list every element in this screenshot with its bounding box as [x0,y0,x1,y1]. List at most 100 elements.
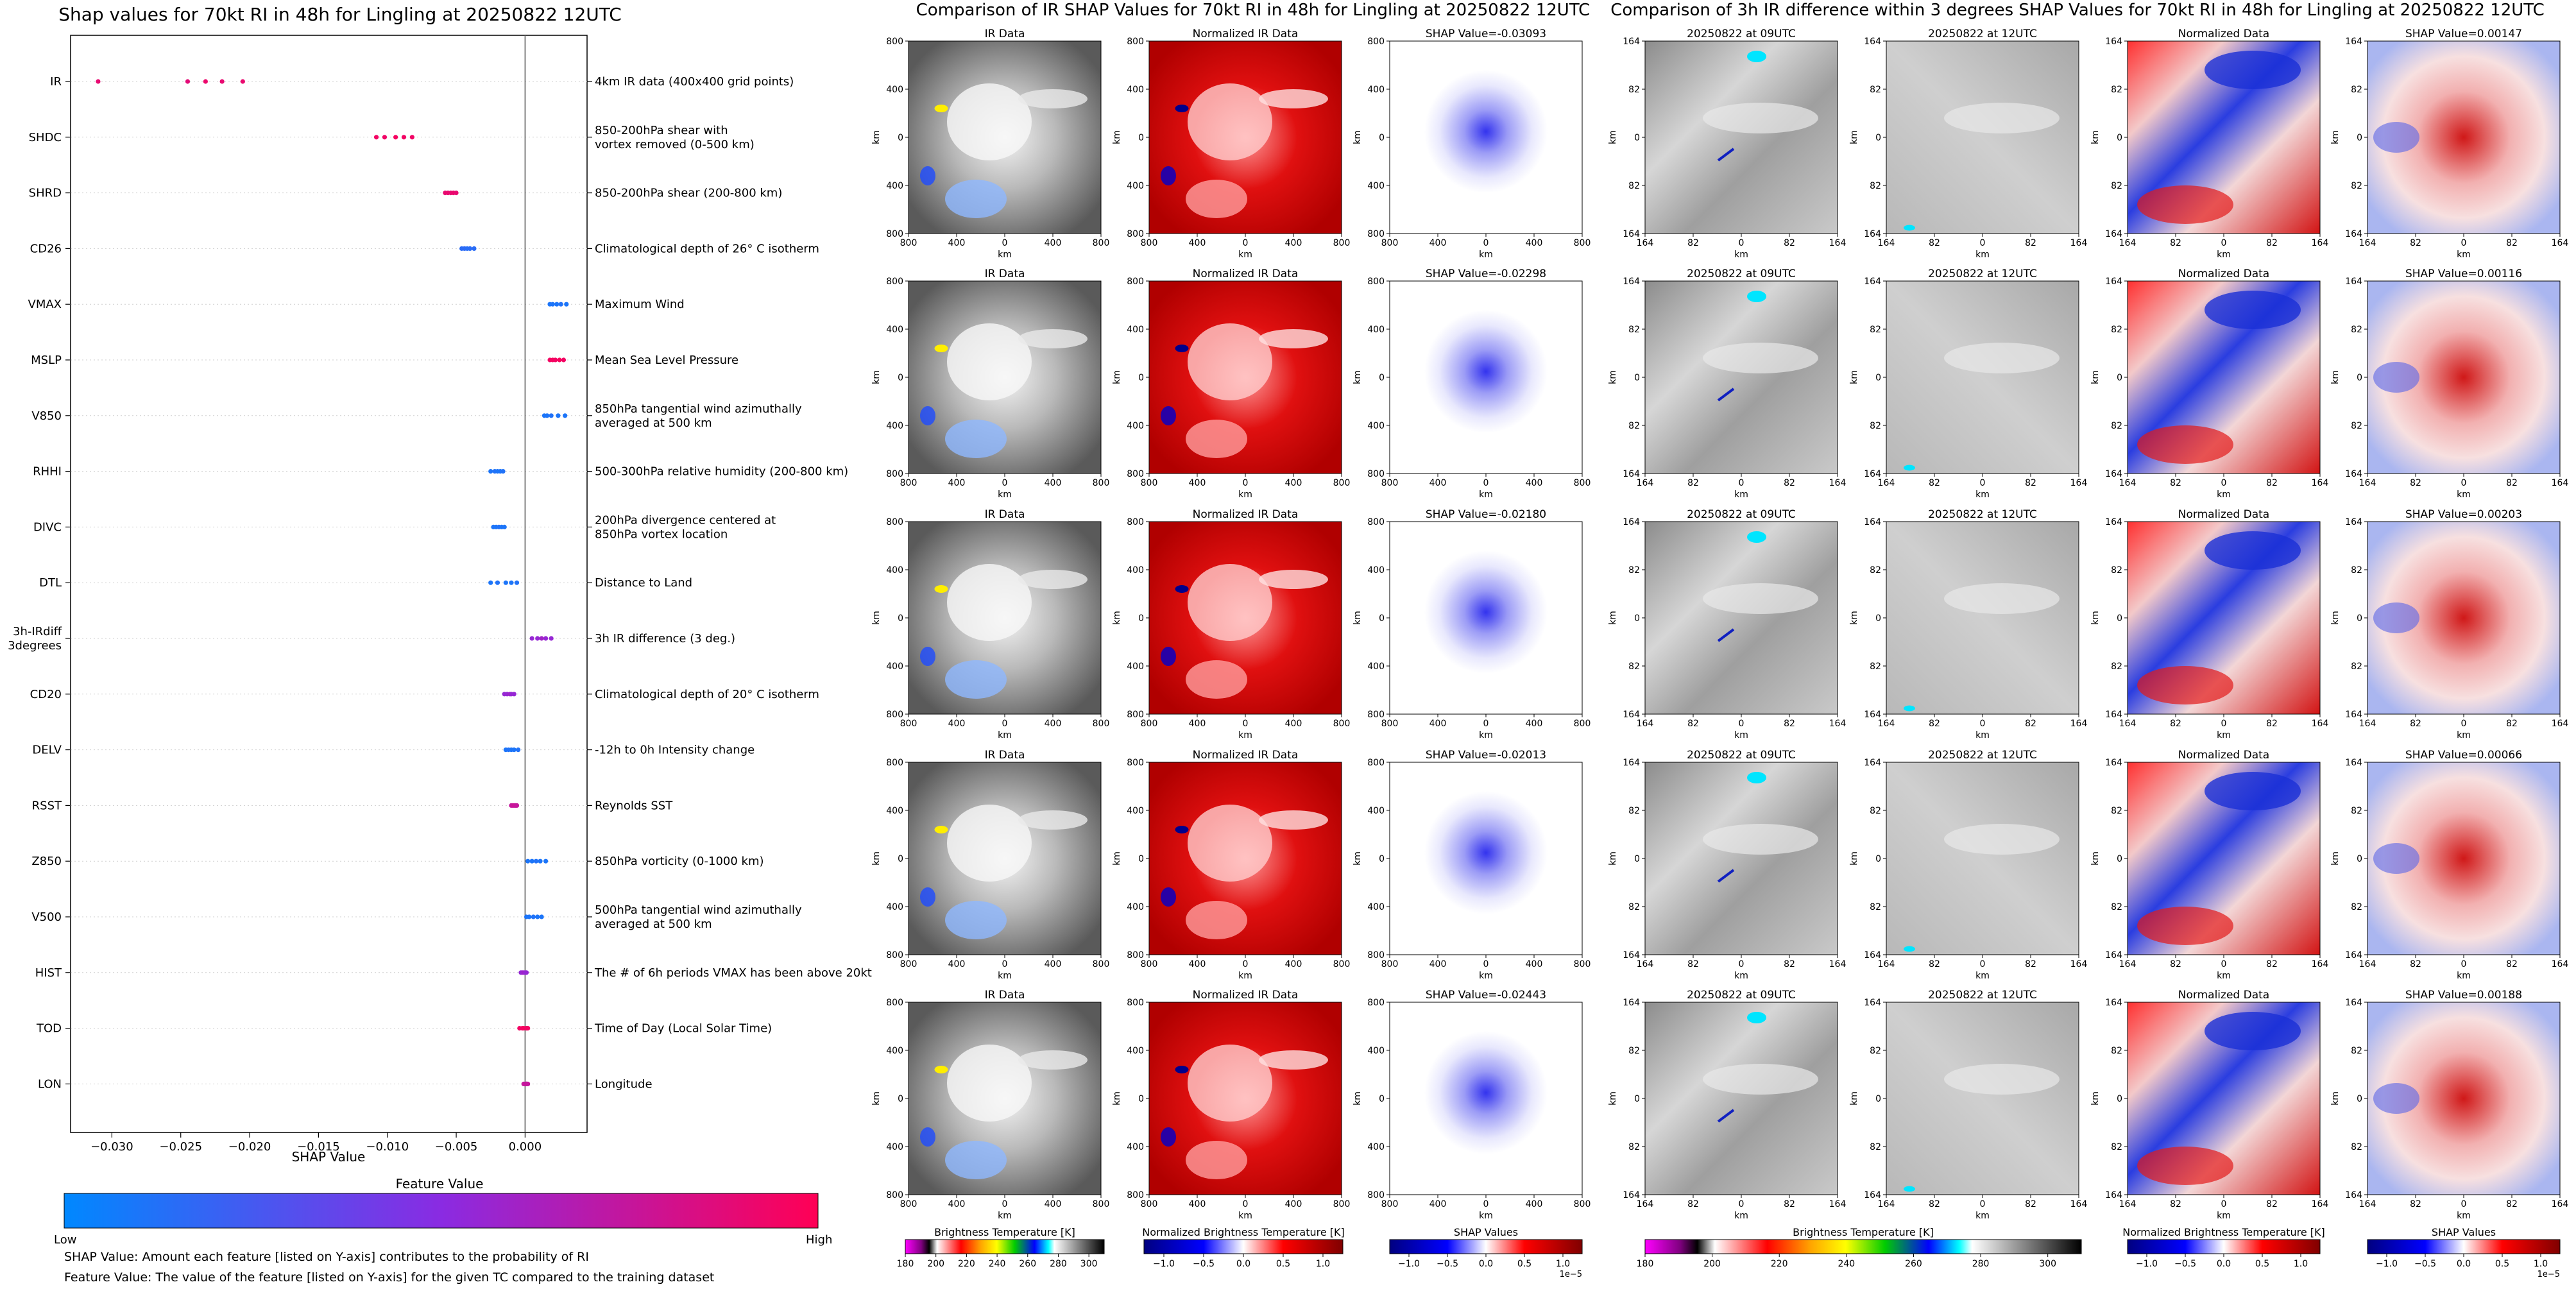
x-tick-label: 164 [2312,959,2329,969]
x-tick-label: 0 [1980,238,1986,248]
storm-cloud-core [947,564,1032,641]
x-tick-label: 164 [2119,238,2137,248]
x-tick-label: 800 [1093,719,1110,729]
y-tick-label: 82 [1628,85,1640,95]
y-tick-label: 164 [1623,517,1640,527]
y-tick-label: 0 [898,613,903,624]
y-tick-label: 400 [1367,1046,1385,1056]
panel-title: SHAP Value=0.00188 [2405,989,2522,1002]
y-tick-label: 164 [1864,1190,1881,1200]
y-axis-label: km [1352,1091,1363,1105]
y-tick-label: 164 [1864,277,1881,287]
y-tick-label: 800 [1367,37,1385,47]
y-axis-label: km [1352,611,1363,625]
feature-description-label: 200hPa divergence centered at [595,513,776,527]
feature-description-label: Distance to Land [595,576,692,590]
y-tick-label: 164 [2105,710,2122,720]
x-tick-label: 800 [900,238,917,248]
panel-title: Normalized Data [2178,28,2269,40]
x-tick-label: 164 [2552,238,2569,248]
x-tick-label: 164 [1878,1199,1895,1209]
panel-title: 20250822 at 09UTC [1687,268,1796,280]
ir-difference-image [1645,762,1838,955]
positive-anomaly [2137,1147,2233,1185]
x-tick-label: 800 [1574,478,1591,488]
x-tick-label: 400 [948,238,966,248]
cloud-streak [1944,343,2060,373]
negative-anomaly [2205,1012,2301,1050]
panel-title: 20250822 at 12UTC [1928,508,2037,521]
y-axis-label: km [1849,1091,1859,1105]
shap-point [502,524,507,530]
y-tick-label: 400 [1367,325,1385,335]
y-tick-label: 800 [1367,710,1385,720]
negative-anomaly [2205,51,2301,89]
y-tick-label: 800 [1127,469,1144,479]
y-axis-label: km [1849,611,1859,625]
y-tick-label: 0 [898,133,903,143]
colorbar-label: Brightness Temperature [K] [934,1226,1075,1238]
y-tick-label: 82 [2111,1142,2122,1152]
negative-attribution [2373,843,2419,874]
y-tick-label: 0 [1379,854,1385,864]
y-axis-label: km [1112,130,1122,144]
x-tick-label: 164 [1637,719,1654,729]
y-tick-label: 400 [886,181,903,191]
shap-point [240,79,245,84]
shap-point [527,914,532,919]
feature-description-label: Climatological depth of 20° C isotherm [595,688,819,701]
x-tick-label: 0 [2461,478,2467,488]
x-tick-label: 0 [2461,719,2467,729]
deep-convection-spot [1161,406,1176,425]
negative-attribution [2373,602,2419,633]
x-tick-label: 82 [2266,478,2278,488]
y-tick-label: 164 [1864,998,1881,1008]
x-tick-label: 0 [1739,1199,1744,1209]
x-axis-label: km [1734,1211,1748,1221]
shap-point [549,636,554,641]
y-tick-label: 0 [1138,1094,1144,1104]
x-tick-label: 82 [1929,1199,1940,1209]
x-tick-label: 400 [1429,478,1447,488]
y-tick-label: 82 [1628,181,1640,191]
x-tick-label: 164 [1637,238,1654,248]
feature-description-label: -12h to 0h Intensity change [595,744,755,757]
x-axis-label: km [998,971,1012,981]
y-tick-label: 800 [1367,229,1385,239]
deep-convection-spot [920,1127,935,1147]
shap-attribution-blob [1424,310,1548,433]
negative-anomaly [2205,531,2301,570]
cloud-band [1018,810,1088,830]
shap-attribution-blob [1424,791,1548,914]
panel-title: 20250822 at 12UTC [1928,749,2037,762]
x-tick-label: 164 [2552,959,2569,969]
shap-point [382,135,388,140]
x-tick-label: 82 [1929,478,1940,488]
y-tick-label: 400 [1367,902,1385,912]
y-tick-label: 82 [2111,902,2122,912]
x-axis-label: km [1975,1211,1990,1221]
x-tick-label: 400 [1045,1199,1062,1209]
x-tick-label: 82 [1784,238,1795,248]
y-tick-label: 0 [2117,854,2122,864]
x-tick-label: 82 [2170,959,2181,969]
y-tick-label: 0 [1634,854,1640,864]
cloud-band [1018,329,1088,348]
y-tick-label: 164 [2345,710,2362,720]
shap-point [509,580,514,585]
panel-title: Normalized IR Data [1193,268,1299,280]
colorbar-label: Normalized Brightness Temperature [K] [2122,1226,2325,1238]
ir-difference-image [1886,1002,2079,1195]
cold-cloud-region [1186,901,1247,939]
y-tick-label: 164 [2105,950,2122,960]
colorbar-high-label: High [806,1233,832,1247]
x-tick-label: 164 [2312,719,2329,729]
panel-title: SHAP Value=0.00066 [2405,749,2522,762]
y-tick-label: 82 [2111,1046,2122,1056]
feature-description-label: 3h IR difference (3 deg.) [595,632,735,645]
y-tick-label: 400 [1127,565,1144,576]
panel-title: 20250822 at 09UTC [1687,989,1796,1002]
